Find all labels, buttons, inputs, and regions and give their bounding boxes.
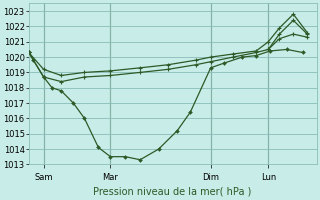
X-axis label: Pression niveau de la mer( hPa ): Pression niveau de la mer( hPa ) xyxy=(93,187,252,197)
